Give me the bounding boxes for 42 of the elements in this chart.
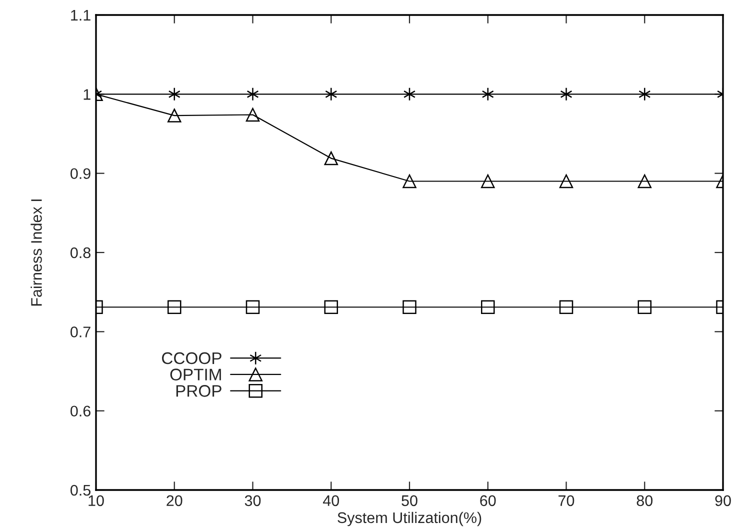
y-tick-label: 1 <box>84 89 90 100</box>
legend-label: CCOOP <box>162 352 222 364</box>
point <box>638 87 651 102</box>
x-tick-label: 60 <box>480 495 496 506</box>
point <box>481 300 495 314</box>
point <box>638 300 652 314</box>
point <box>481 174 495 188</box>
point <box>560 87 572 102</box>
point <box>402 174 416 188</box>
y-tick-label: 1.1 <box>71 10 90 21</box>
point <box>482 87 494 102</box>
point <box>168 87 180 102</box>
point <box>324 151 338 166</box>
y-tick-label: 0.8 <box>70 247 90 258</box>
x-tick-label: 30 <box>244 495 261 506</box>
y-axis-title: Fairness Index I <box>30 200 42 306</box>
x-tick-label: 50 <box>402 495 418 506</box>
point <box>325 87 338 102</box>
y-tick-label: 0.5 <box>70 484 90 496</box>
x-tick-label: 20 <box>166 495 182 506</box>
x-tick-label: 70 <box>558 495 574 506</box>
point <box>246 108 260 122</box>
point <box>403 87 416 102</box>
x-tick-label: 10 <box>88 495 104 506</box>
x-axis-title: System Utilization(%) <box>338 512 482 526</box>
point <box>559 174 574 188</box>
point <box>638 174 652 188</box>
x-tick-label: 40 <box>322 495 340 506</box>
x-tick-label: 90 <box>715 495 731 506</box>
point <box>246 300 260 314</box>
x-tick-label: 80 <box>636 495 653 506</box>
point <box>402 300 416 314</box>
y-tick-label: 0.9 <box>70 168 90 180</box>
legend-label: PROP <box>176 385 222 397</box>
point <box>324 300 338 314</box>
y-tick-label: 0.6 <box>70 406 90 417</box>
legend-label: OPTIM <box>170 368 221 380</box>
point <box>168 108 182 122</box>
point <box>168 300 182 314</box>
point <box>246 87 259 102</box>
point <box>559 300 574 314</box>
y-tick-label: 0.7 <box>70 326 90 338</box>
